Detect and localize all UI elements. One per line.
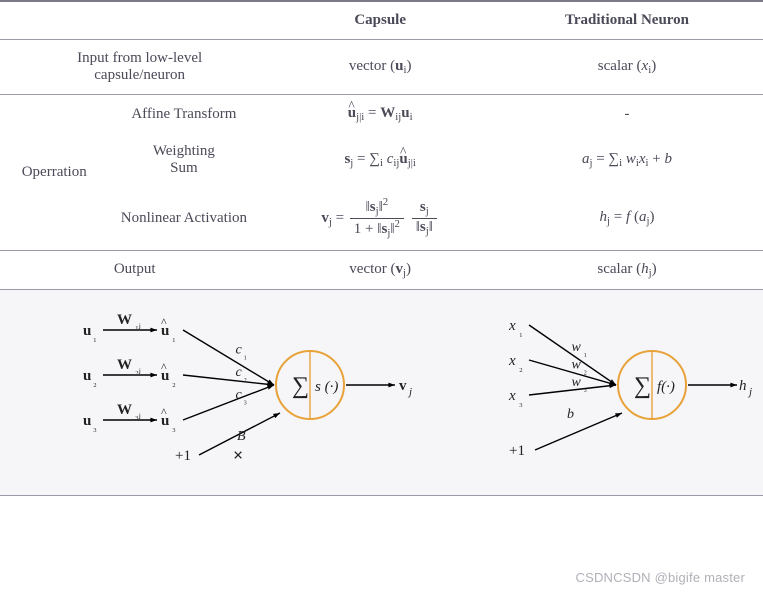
svg-text:c: c [236, 387, 243, 402]
col-header-neuron: Traditional Neuron [491, 1, 763, 40]
svg-text:₃: ₃ [244, 394, 248, 405]
svg-text:₁ⱼ: ₁ⱼ [135, 319, 141, 331]
cell-weight-capsule: sj = ∑i cijuj|i [269, 133, 491, 187]
svg-text:₁: ₁ [93, 331, 97, 343]
svg-text:₁: ₁ [519, 326, 523, 338]
svg-text:c: c [236, 342, 243, 357]
svg-text:w: w [571, 375, 581, 390]
svg-text:₁: ₁ [244, 349, 248, 360]
cell-weight-neuron: aj = ∑i wixi + b [491, 133, 763, 187]
svg-text:u: u [83, 323, 91, 339]
svg-text:₃: ₃ [93, 421, 97, 433]
svg-text:W: W [117, 402, 132, 418]
svg-text:x: x [508, 388, 516, 404]
comparison-table: Capsule Traditional Neuron Input from lo… [0, 0, 763, 496]
cell-nonlin-neuron: hj = f (aj) [491, 187, 763, 250]
svg-text:u: u [161, 323, 169, 339]
svg-text:x: x [508, 318, 516, 334]
svg-text:₁: ₁ [583, 347, 587, 358]
row-operation-label: Operration [0, 95, 98, 251]
svg-text:c: c [236, 365, 243, 380]
capsule-diagram: u₁W₁ⱼ^u₁c₁u₂W₂ⱼ^u₂c₂u₃W₃ⱼ^u₃c₃+1B×∑s (·)… [65, 300, 425, 480]
svg-text:₃: ₃ [519, 396, 523, 408]
svg-text:W: W [117, 312, 132, 328]
cell-diagram-neuron: x₁w₁x₂w₂x₃w₃+1b∑f(·)hj [491, 289, 763, 495]
row-output: Output vector (vj) scalar (hj) [0, 250, 763, 289]
svg-text:j: j [407, 386, 412, 398]
cell-affine-neuron: - [491, 95, 763, 134]
row-affine: Operration Affine Transform uj|i = Wijui… [0, 95, 763, 134]
svg-text:₂: ₂ [244, 372, 248, 383]
row-weight: Weighting Sum sj = ∑i cijuj|i aj = ∑i wi… [0, 133, 763, 187]
cell-output-capsule: vector (vj) [269, 250, 491, 289]
svg-text:u: u [161, 413, 169, 429]
svg-text:₃: ₃ [583, 382, 587, 393]
svg-text:₂: ₂ [583, 364, 587, 375]
svg-text:∑: ∑ [634, 373, 651, 399]
svg-text:₂: ₂ [172, 376, 176, 388]
svg-text:₂: ₂ [93, 376, 97, 388]
row-input-label: Input from low-level capsule/neuron [0, 40, 269, 95]
row-nonlin: Nonlinear Activation vj = ‖sj‖2 1 + ‖sj‖… [0, 187, 763, 250]
svg-text:v: v [399, 378, 407, 394]
cell-input-capsule: vector (ui) [269, 40, 491, 95]
cell-output-neuron: scalar (hj) [491, 250, 763, 289]
cell-affine-capsule: uj|i = Wijui [269, 95, 491, 134]
svg-text:w: w [571, 340, 581, 355]
svg-text:₃ⱼ: ₃ⱼ [135, 409, 141, 421]
row-input: Input from low-level capsule/neuron vect… [0, 40, 763, 95]
svg-text:s (·): s (·) [315, 379, 338, 395]
svg-text:u: u [161, 368, 169, 384]
svg-text:B: B [237, 429, 246, 444]
watermark: CSDNCSDN @bigife master [576, 570, 746, 585]
row-nonlin-label: Nonlinear Activation [98, 187, 269, 250]
col-header-capsule: Capsule [269, 1, 491, 40]
svg-text:w: w [571, 357, 581, 372]
svg-text:×: × [233, 445, 243, 465]
svg-text:j: j [747, 386, 752, 398]
row-diagrams: u₁W₁ⱼ^u₁c₁u₂W₂ⱼ^u₂c₂u₃W₃ⱼ^u₃c₃+1B×∑s (·)… [0, 289, 763, 495]
cell-nonlin-capsule: vj = ‖sj‖2 1 + ‖sj‖2 sj ‖sj‖ [269, 187, 491, 250]
svg-text:+1: +1 [175, 448, 191, 464]
svg-text:u: u [83, 368, 91, 384]
neuron-diagram: x₁w₁x₂w₂x₃w₃+1b∑f(·)hj [497, 300, 757, 480]
cell-diagram-capsule: u₁W₁ⱼ^u₁c₁u₂W₂ⱼ^u₂c₂u₃W₃ⱼ^u₃c₃+1B×∑s (·)… [0, 289, 491, 495]
cell-input-neuron: scalar (xi) [491, 40, 763, 95]
svg-text:₂: ₂ [519, 361, 523, 373]
svg-text:u: u [83, 413, 91, 429]
row-weight-label: Weighting Sum [98, 133, 269, 187]
svg-text:f(·): f(·) [657, 379, 675, 395]
svg-text:W: W [117, 357, 132, 373]
svg-text:h: h [739, 378, 747, 394]
svg-text:+1: +1 [509, 443, 525, 459]
row-output-label: Output [0, 250, 269, 289]
svg-text:₁: ₁ [172, 331, 176, 343]
svg-text:₃: ₃ [172, 421, 176, 433]
svg-text:∑: ∑ [292, 373, 309, 399]
row-affine-label: Affine Transform [98, 95, 269, 134]
svg-text:x: x [508, 353, 516, 369]
header-row: Capsule Traditional Neuron [0, 1, 763, 40]
svg-text:₂ⱼ: ₂ⱼ [135, 364, 141, 376]
svg-text:b: b [567, 407, 574, 422]
